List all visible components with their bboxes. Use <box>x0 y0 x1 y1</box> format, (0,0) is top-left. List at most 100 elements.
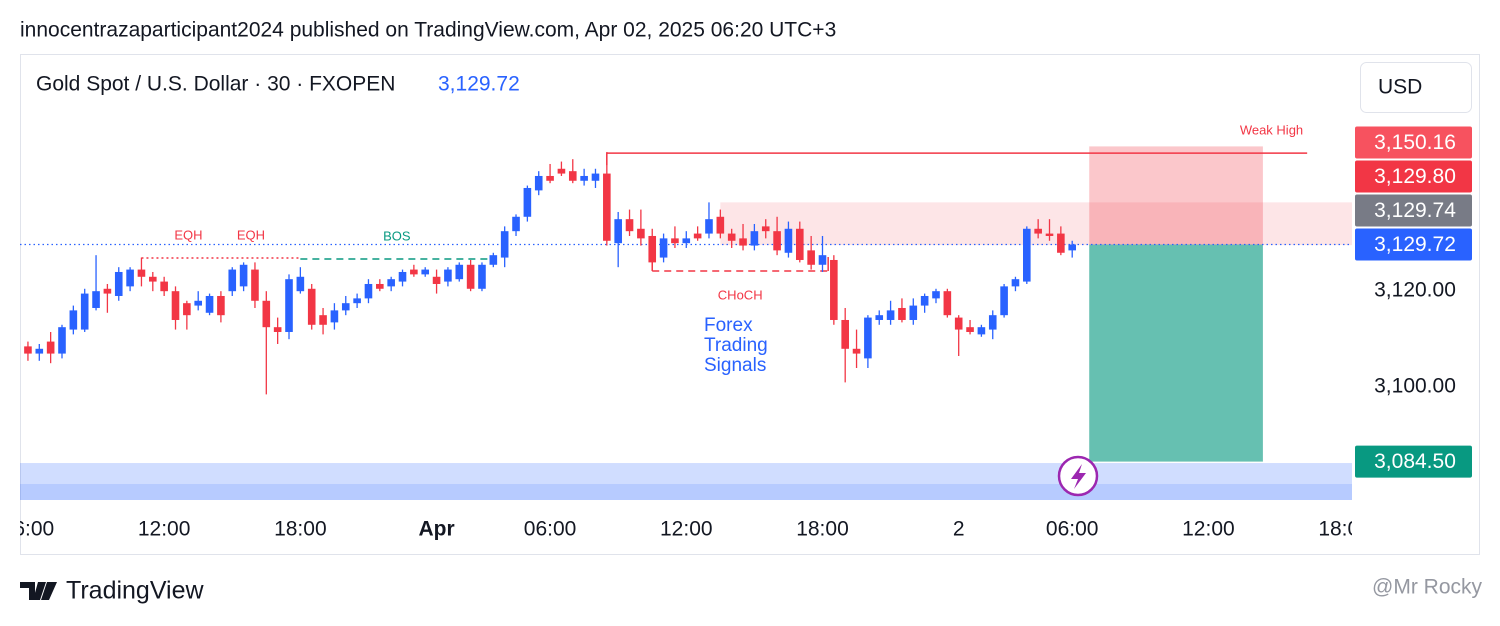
candle-body <box>1045 233 1054 236</box>
candle-body <box>818 255 827 265</box>
level-label: Weak High <box>1240 123 1303 138</box>
candle-body <box>637 228 645 239</box>
candle-body <box>160 281 168 292</box>
price-label-box <box>1355 445 1472 478</box>
candle-body <box>591 173 600 181</box>
currency[interactable]: USD <box>1378 76 1422 99</box>
candle-body <box>795 228 804 260</box>
candle-body <box>773 231 781 251</box>
candle-body <box>739 238 747 246</box>
candle-body <box>58 327 66 354</box>
candle-body <box>716 216 725 234</box>
candle-body <box>183 303 191 316</box>
candle-body <box>239 264 248 287</box>
price-label: 3,150.16 <box>1374 131 1456 154</box>
candle-body <box>387 279 395 287</box>
zone-band <box>20 484 1352 500</box>
candle-body <box>1000 286 1008 316</box>
level-label: EQH <box>174 227 202 242</box>
chart-frame <box>20 54 1480 555</box>
y-tick-label: 3,100.00 <box>1374 375 1456 398</box>
price-label-box <box>1355 160 1472 193</box>
candle-body <box>614 219 622 244</box>
candle-body <box>307 288 316 325</box>
candle-body <box>353 298 361 304</box>
candle-body <box>126 269 134 287</box>
candle-body <box>273 327 282 332</box>
x-tick-label: 12:00 <box>1182 518 1235 541</box>
level-label: EQH <box>237 227 265 242</box>
price-label-box <box>1355 126 1472 159</box>
x-tick-label: 06:00 <box>1046 518 1099 541</box>
price-label: 3,084.50 <box>1374 450 1456 473</box>
candle-body <box>251 269 259 301</box>
overlay-text: Signals <box>704 355 766 376</box>
zone <box>720 202 1352 246</box>
x-tick-label: 18:00 <box>796 518 849 541</box>
candle-body <box>830 259 838 320</box>
candle-body <box>727 233 736 241</box>
candle-body <box>262 300 271 328</box>
x-tick-label: 06:00 <box>2 518 55 541</box>
candle-body <box>341 303 350 311</box>
candle-body <box>217 295 225 316</box>
candle-body <box>932 291 940 299</box>
zone <box>20 463 1352 500</box>
candle-body <box>898 307 906 320</box>
candle-body <box>534 175 543 191</box>
x-tick-label: 06:00 <box>524 518 577 541</box>
target-box <box>1089 146 1263 245</box>
candle-body <box>977 327 986 335</box>
candle-body <box>35 348 44 354</box>
candle-body <box>24 346 32 354</box>
currency-button[interactable] <box>1360 62 1472 113</box>
candle-body <box>784 228 793 253</box>
candle-body <box>194 300 203 306</box>
candle-body <box>909 305 918 320</box>
last-price: 3,129.72 <box>438 73 520 96</box>
legend-title: Gold Spot / U.S. Dollar · 30 · FXOPEN <box>36 73 395 96</box>
candle-body <box>478 264 486 289</box>
price-label: 3,129.80 <box>1374 165 1456 188</box>
candle-body <box>489 255 498 265</box>
candle-body <box>69 310 78 330</box>
candle-body <box>603 173 611 241</box>
candle-body <box>920 295 929 306</box>
x-tick-label: 18:00 <box>1318 518 1371 541</box>
header: innocentrazaparticipant2024 published on… <box>20 19 836 42</box>
candle-body <box>682 238 691 244</box>
candle-body <box>580 175 588 181</box>
candle-body <box>512 216 520 232</box>
candle-body <box>376 283 384 289</box>
candle-body <box>807 250 815 265</box>
candle-body <box>103 288 112 294</box>
axes: 3,120.00 3,100.00 3,084.50 3,129.72 3,129.74… <box>1355 126 1472 478</box>
candle-body <box>80 293 89 330</box>
candle-body <box>841 319 849 349</box>
candle-body <box>330 310 339 323</box>
plot: Weak High EQH BOS CHoCH EQH ForexTradingSigna… <box>2 123 1371 541</box>
candle-body <box>852 348 861 354</box>
candle-body <box>46 341 55 354</box>
candle-body <box>693 233 702 239</box>
candle-body <box>648 235 657 263</box>
x-tick-label: 12:00 <box>660 518 713 541</box>
candle-body <box>568 171 577 181</box>
candle-body <box>205 295 214 313</box>
candle-body <box>966 327 974 332</box>
candle-body <box>364 283 373 299</box>
x-tick-label: 18:00 <box>274 518 327 541</box>
candle-body <box>625 219 634 232</box>
candle-body <box>954 317 963 330</box>
candle-body <box>705 219 713 234</box>
candle-body <box>750 231 759 246</box>
candle-body <box>886 310 895 320</box>
candle-body <box>659 238 668 258</box>
candle-body <box>1023 228 1031 282</box>
price-label: 3,129.74 <box>1374 199 1456 222</box>
candle-body <box>466 264 475 289</box>
candle-body <box>137 269 146 277</box>
candle-body <box>943 291 952 316</box>
candle-body <box>671 238 679 244</box>
candle-body <box>455 264 464 280</box>
